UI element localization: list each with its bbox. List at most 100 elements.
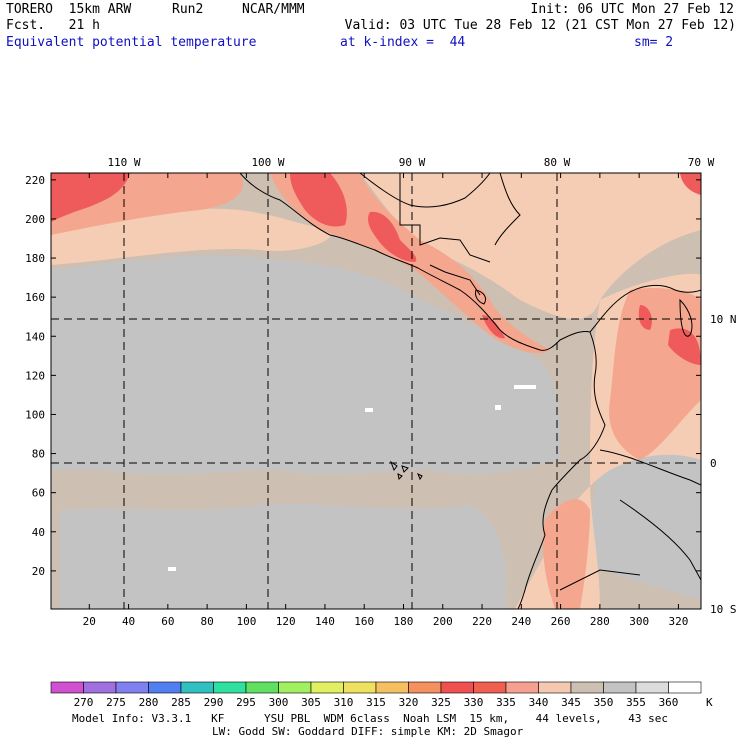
colorbar-label: 300: [269, 696, 289, 709]
org-label: NCAR/MMM: [242, 2, 305, 17]
x-tick-label: 20: [83, 615, 96, 628]
colorbar-swatch: [213, 681, 247, 694]
colorbar-swatch: [115, 681, 149, 694]
colorbar-swatch: [603, 681, 637, 694]
x-tick-label: 180: [394, 615, 414, 628]
x-tick-label: 120: [276, 615, 296, 628]
x-tick-label: 300: [629, 615, 649, 628]
colorbar-label: 270: [74, 696, 94, 709]
y-tick-label: 120: [25, 369, 45, 382]
y-tick-label: 40: [32, 526, 45, 539]
colorbar-label: 350: [594, 696, 614, 709]
colorbar-swatch: [148, 681, 182, 694]
x-tick-label: 160: [354, 615, 374, 628]
latlon-grid: [51, 173, 701, 609]
y-tick-label: 180: [25, 252, 45, 265]
latitude-label: 10 N: [710, 313, 737, 326]
white-patch: [365, 408, 373, 412]
colorbar: 270 275 280 285 290 295 300 305 310 315 320 325 330 3…: [50, 681, 713, 709]
y-tick-label: 60: [32, 487, 45, 500]
y-tick-label: 20: [32, 565, 45, 578]
colorbar-swatch: [278, 681, 312, 694]
y-tick-label: 140: [25, 330, 45, 343]
ocean-patch: [592, 448, 701, 600]
white-patch: [168, 567, 176, 571]
colorbar-label: 335: [496, 696, 516, 709]
x-tick-label: 280: [590, 615, 610, 628]
peach-region: [51, 173, 701, 319]
red-region: [51, 173, 130, 222]
red-region: [290, 173, 347, 227]
ocean-patch: [60, 268, 544, 465]
red-region: [680, 173, 701, 195]
colorbar-swatch: [635, 681, 669, 694]
valid-time: Valid: 03 UTC Tue 28 Feb 12 (21 CST Mon …: [344, 18, 736, 33]
colorbar-label: 295: [236, 696, 256, 709]
x-tick-label: 220: [472, 615, 492, 628]
colorbar-unit: K: [706, 696, 713, 709]
colorbar-label: 310: [334, 696, 354, 709]
field-name: Equivalent potential temperature: [6, 35, 257, 50]
colorbar-swatch: [440, 681, 474, 694]
x-tick-label: 80: [200, 615, 213, 628]
red-region: [638, 305, 652, 330]
colorbar-swatch: [180, 681, 214, 694]
longitude-label: 90 W: [399, 156, 426, 169]
red-region: [367, 211, 417, 262]
longitude-label: 70 W: [688, 156, 715, 169]
latitude-label: 0: [710, 457, 717, 470]
map-field: [51, 173, 701, 609]
colorbar-label: 325: [431, 696, 451, 709]
colorbar-label: 305: [301, 696, 321, 709]
colorbar-swatch: [570, 681, 604, 694]
white-patch: [514, 385, 536, 389]
colorbar-label: 285: [171, 696, 191, 709]
init-time: Init: 06 UTC Mon 27 Feb 12: [530, 2, 735, 17]
physics-info: LW: Godd SW: Goddard DIFF: simple KM: 2D…: [212, 725, 524, 738]
peach-region: [51, 208, 332, 265]
colorbar-swatch: [343, 681, 377, 694]
y-tick-label: 100: [25, 408, 45, 421]
y-tick-label: 160: [25, 291, 45, 304]
x-tick-label: 200: [433, 615, 453, 628]
colorbar-swatch: [505, 681, 539, 694]
colorbar-label: 360: [659, 696, 679, 709]
colorbar-label: 280: [139, 696, 159, 709]
latitude-label: 10 S: [710, 603, 737, 616]
run-label: Run2: [172, 2, 204, 17]
colorbar-swatch: [310, 681, 344, 694]
longitude-label: 100 W: [251, 156, 284, 169]
colorbar-label: 345: [561, 696, 581, 709]
red-region: [668, 328, 701, 365]
smoothing-label: sm= 2: [634, 35, 674, 50]
longitude-label: 80 W: [544, 156, 571, 169]
y-tick-label: 220: [25, 174, 45, 187]
forecast-hour: Fcst. 21 h: [6, 18, 100, 33]
colorbar-label: 355: [626, 696, 646, 709]
x-tick-label: 100: [236, 615, 256, 628]
y-tick-label: 80: [32, 448, 45, 461]
red-region: [482, 315, 505, 339]
colorbar-swatch: [50, 681, 84, 694]
colorbar-label: 330: [464, 696, 484, 709]
ocean-patch: [60, 503, 507, 609]
colorbar-swatch: [375, 681, 409, 694]
axis-labels: 20 40 60 80 100 120 140 160 180 200 220 240 260 280 30…: [25, 156, 736, 628]
axis-ticks: [51, 173, 701, 609]
white-patch: [495, 405, 501, 410]
y-tick-label: 200: [25, 213, 45, 226]
salmon-region: [543, 499, 590, 609]
level-label: at k-index = 44: [340, 35, 466, 50]
colorbar-swatch: [83, 681, 117, 694]
x-tick-label: 240: [511, 615, 531, 628]
colorbar-label: 275: [106, 696, 126, 709]
colorbar-swatch: [408, 681, 442, 694]
colorbar-swatch: [245, 681, 279, 694]
colorbar-label: 340: [529, 696, 549, 709]
longitude-label: 110 W: [107, 156, 140, 169]
colorbar-swatch: [668, 681, 702, 694]
x-tick-label: 60: [161, 615, 174, 628]
x-tick-label: 260: [551, 615, 571, 628]
model-title: TORERO 15km ARW: [6, 2, 132, 17]
